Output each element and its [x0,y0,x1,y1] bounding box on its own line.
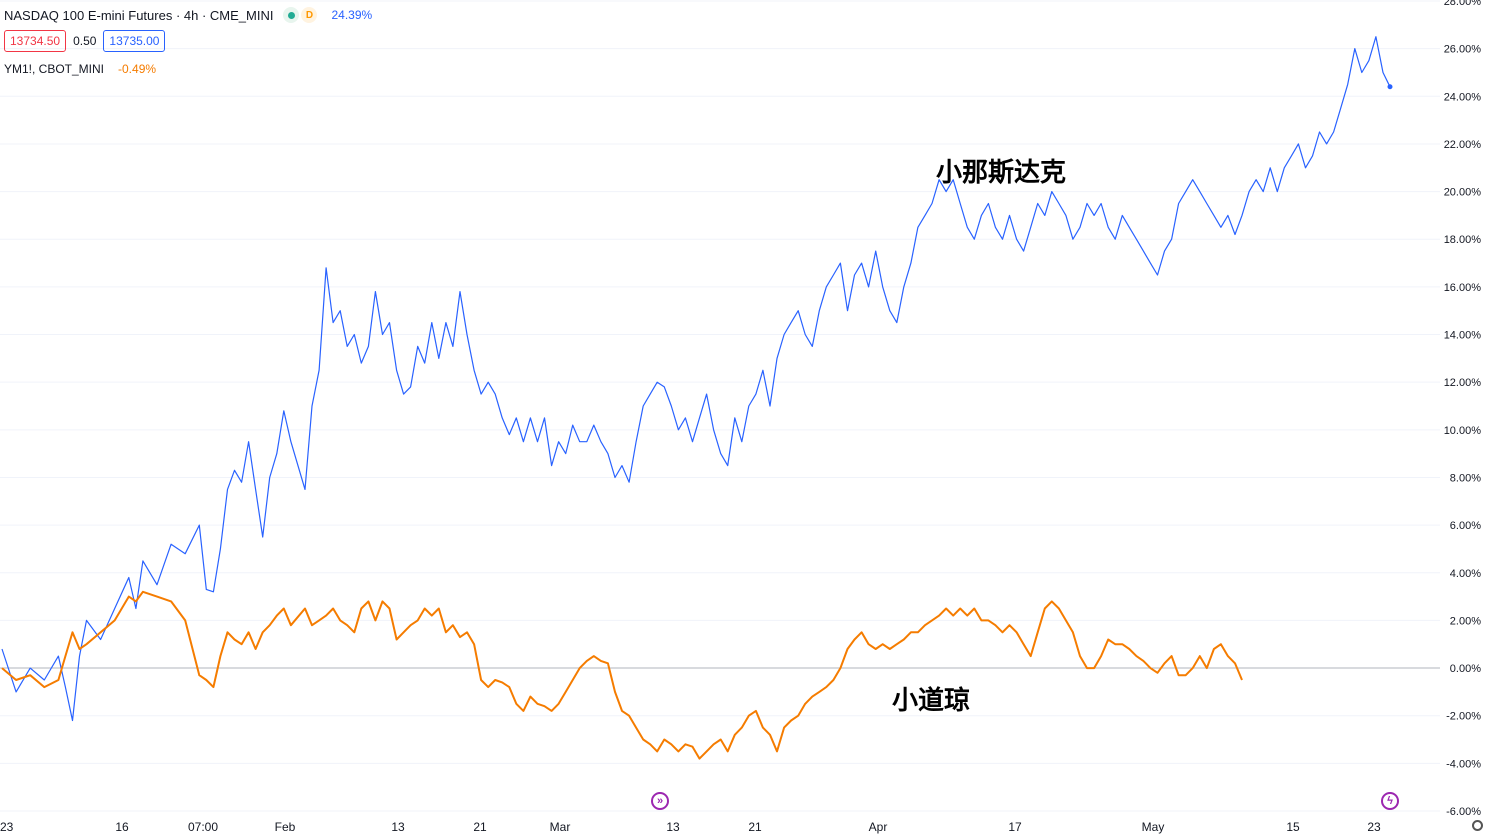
y-tick-label: 6.00% [1450,520,1481,532]
symbol-header: NASDAQ 100 E-mini Futures · 4h · CME_MIN… [4,6,372,24]
nasdaq-last-point [1387,84,1393,90]
x-tick-label: 16 [115,820,129,834]
symbol-title[interactable]: NASDAQ 100 E-mini Futures · 4h · CME_MIN… [4,7,274,23]
x-tick-label: 21 [748,820,762,834]
x-tick-label: 15 [1286,820,1300,834]
spread-value: 0.50 [73,34,97,48]
x-tick-label: Feb [275,820,296,834]
compare-symbol[interactable]: YM1!, CBOT_MINI [4,62,105,76]
x-tick-label: May [1142,820,1165,834]
gear-icon[interactable] [1472,820,1483,831]
y-tick-label: -4.00% [1446,758,1481,770]
compare-change-value: -0.49% [118,62,157,76]
x-tick-label: 13 [391,820,405,834]
x-tick-label: 23 [1367,820,1381,834]
x-tick-label: 13 [666,820,680,834]
dow-series-line[interactable] [1,590,1243,760]
compare-row: YM1!, CBOT_MINI -0.49% [4,62,156,76]
y-tick-label: 14.00% [1444,330,1482,342]
y-tick-label: 2.00% [1450,615,1481,627]
y-tick-label: 8.00% [1450,472,1481,484]
y-tick-label: 12.00% [1444,377,1482,389]
nasdaq-series-line[interactable] [1,36,1391,722]
y-tick-label: 16.00% [1444,282,1482,294]
dow-annotation: 小道琼 [892,686,971,716]
x-tick-label: Apr [869,820,888,834]
y-tick-label: 4.00% [1450,568,1481,580]
y-tick-label: 10.00% [1444,425,1482,437]
y-tick-label: 20.00% [1444,187,1482,199]
d-badge-icon[interactable]: D [301,7,318,23]
main-change-value: 24.39% [331,8,373,22]
double-chevron-right-icon[interactable]: » [651,792,669,810]
quote-row: 13734.50 0.50 13735.00 [4,30,166,52]
x-tick-label: 21 [473,820,487,834]
x-tick-label: 07:00 [188,820,218,834]
ask-price[interactable]: 13735.00 [103,30,166,52]
y-tick-label: -6.00% [1446,806,1481,818]
x-tick-label: Mar [550,820,571,834]
y-tick-label: 0.00% [1450,663,1481,675]
y-tick-label: 24.00% [1444,91,1482,103]
y-tick-label: -2.00% [1446,711,1481,723]
lightning-icon[interactable]: ϟ [1381,792,1399,810]
bid-price[interactable]: 13734.50 [4,30,67,52]
y-tick-label: 28.00% [1444,0,1482,8]
y-tick-label: 26.00% [1444,44,1482,56]
x-tick-label: 17 [1008,820,1022,834]
market-status-icon[interactable] [283,7,300,23]
nasdaq-annotation: 小那斯达克 [936,158,1067,188]
x-tick-label: 23 [0,820,14,834]
y-tick-label: 22.00% [1444,139,1482,151]
y-tick-label: 18.00% [1444,234,1482,246]
